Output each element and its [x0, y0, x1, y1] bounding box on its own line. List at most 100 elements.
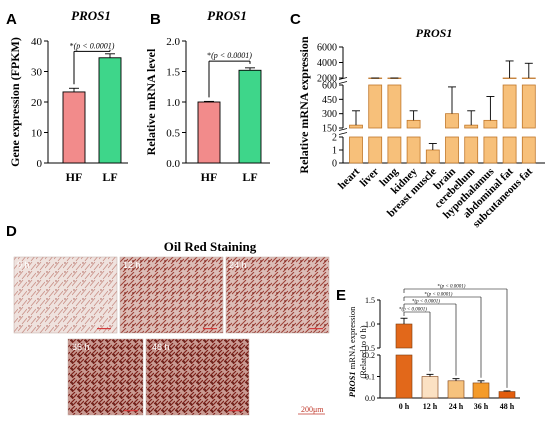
- bar-cerebellum: [464, 124, 479, 129]
- micrograph-48h: 48 h: [145, 338, 250, 416]
- y-tick-label: 0.2: [365, 351, 375, 360]
- oil-red-staining-panel: Oil Red Staining 0 h 12 h 24 h 36 h 48 h…: [13, 239, 330, 416]
- bar-subcutaneous-fat: [521, 136, 536, 164]
- bar-0h: [395, 354, 413, 399]
- micrograph-label-36h: 36 h: [72, 342, 90, 352]
- y-tick-label: 6000: [317, 43, 337, 54]
- bar-12h: [421, 376, 439, 399]
- sig-annotation: *(p < 0.0001): [399, 308, 427, 313]
- bar-liver: [368, 84, 383, 129]
- axis-break-gap: [344, 78, 545, 85]
- bar-brain: [445, 136, 459, 164]
- sig-annotation: *(p < 0.0001): [207, 51, 252, 60]
- bar-heart: [349, 124, 363, 129]
- chart-title: PROS1: [416, 26, 453, 40]
- y-tick-label: 2000: [317, 74, 337, 85]
- y-axis-label: Relative mRNA level: [144, 48, 158, 155]
- chart-a: PROS1 0 10 20 30 40 Gene expression (FPKM) HF LF…: [8, 8, 128, 184]
- bar-lung: [387, 136, 402, 164]
- bar-kidney: [406, 136, 421, 164]
- bar-abdominal-fat: [502, 136, 517, 164]
- scale-bar-label: 200μm: [301, 405, 324, 414]
- y-tick-label: 20: [31, 97, 43, 109]
- x-tick-label: 24 h: [449, 402, 464, 411]
- axis-break-mark: [338, 128, 348, 131]
- y-axis-label: PROS1 mRNA expression: [347, 306, 357, 397]
- bar-abdominal-fat: [502, 84, 517, 129]
- x-tick-label: LF: [102, 170, 117, 184]
- bar-subcutaneous-fat: [521, 84, 536, 129]
- bar-brain: [445, 113, 459, 129]
- y-tick-label: 300: [322, 109, 337, 120]
- y-tick-label: 40: [31, 36, 43, 48]
- y-axis-label: Gene expression (FPKM): [8, 37, 22, 167]
- x-tick-label: 12 h: [423, 402, 438, 411]
- y-tick-label: 0.0: [166, 158, 180, 170]
- y-tick-label: 1.0: [365, 320, 375, 329]
- bar-lung: [387, 84, 402, 129]
- sig-annotation: *(p < 0.0001): [412, 300, 440, 305]
- y-tick-label: 2.0: [166, 36, 180, 48]
- y-tick-label: 2: [332, 133, 337, 144]
- bar-liver: [368, 136, 383, 164]
- x-tick-label: 0 h: [399, 402, 410, 411]
- y-axis-label: Relative mRNA expression: [297, 36, 311, 173]
- y-tick-label: 0.5: [166, 128, 180, 140]
- axis-break-mark: [338, 132, 348, 135]
- micro-scale-bar: [229, 410, 243, 412]
- bar-hf: [197, 101, 221, 164]
- chart-title: PROS1: [207, 8, 247, 23]
- y-tick-label: 1: [332, 146, 337, 157]
- micrograph-label-12h: 12 h: [123, 260, 141, 270]
- micrograph-label-24h: 24 h: [229, 260, 247, 270]
- micro-scale-bar: [309, 328, 323, 330]
- y-tick-label: 1.0: [166, 97, 180, 109]
- bar-hypothalamus: [483, 136, 498, 164]
- bar-hf: [62, 91, 86, 164]
- y-tick-label: 1.5: [365, 296, 375, 305]
- micro-scale-bar: [203, 328, 217, 330]
- y-tick-label: 0.1: [365, 373, 375, 382]
- bar-kidney: [406, 119, 421, 129]
- y-axis-label-secondary: (Related to 0 h): [358, 325, 368, 378]
- micrograph-label-48h: 48 h: [152, 342, 170, 352]
- y-tick-label: 450: [322, 95, 337, 106]
- panel-letter-c: C: [290, 11, 301, 28]
- panel-letter-e: E: [336, 287, 346, 304]
- micrograph-36h: 36 h: [67, 338, 144, 416]
- y-tick-label: 30: [31, 67, 43, 79]
- micrograph-label-0h: 0 h: [17, 260, 30, 270]
- bar-hypothalamus: [483, 119, 498, 129]
- bar-48h: [498, 391, 516, 399]
- chart-title: PROS1: [71, 8, 111, 23]
- y-tick-label: 0.5: [365, 344, 375, 353]
- micrograph-12h: 12 h: [119, 256, 224, 334]
- panel-letter-b: B: [150, 11, 161, 28]
- micro-scale-bar: [124, 410, 138, 412]
- x-tick-label: 48 h: [500, 402, 515, 411]
- bar-0h: [395, 323, 413, 349]
- x-tick-label: HF: [66, 170, 83, 184]
- x-tick-label: liver: [358, 166, 382, 190]
- y-tick-label: 150: [322, 124, 337, 135]
- x-tick-label: 36 h: [474, 402, 489, 411]
- axis-break-mark: [338, 81, 348, 84]
- sig-annotation: *(p < 0.0001): [70, 41, 115, 50]
- panel-letter-a: A: [6, 11, 17, 28]
- micrograph-24h: 24 h: [225, 256, 330, 334]
- micrograph-0h: 0 h: [13, 256, 118, 334]
- y-tick-label: 0: [332, 159, 337, 170]
- chart-e: 0.0 0.1 0.20.5 1.0 1.5 PROS1 mRNA expression(…: [347, 285, 520, 411]
- bar-24h: [447, 380, 465, 399]
- micro-scale-bar: [97, 328, 111, 330]
- y-tick-label: 1.5: [166, 67, 180, 79]
- y-tick-label: 10: [31, 128, 43, 140]
- bar-36h: [472, 382, 490, 399]
- x-tick-label: LF: [242, 170, 257, 184]
- staining-title: Oil Red Staining: [164, 239, 257, 254]
- bar-subcutaneous-fat: [521, 77, 536, 79]
- y-tick-label: 0.0: [365, 394, 375, 403]
- y-tick-label: 600: [322, 81, 337, 92]
- y-tick-label: 0: [37, 158, 43, 170]
